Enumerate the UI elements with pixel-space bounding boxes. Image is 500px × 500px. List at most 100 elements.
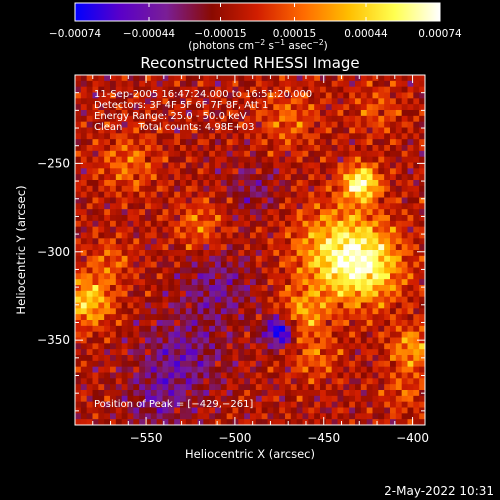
- heatmap-cell: [273, 325, 280, 333]
- heatmap-cell: [215, 320, 222, 327]
- heatmap-cell: [337, 407, 344, 414]
- heatmap-cell: [180, 384, 187, 391]
- heatmap-cell: [226, 331, 233, 338]
- heatmap-cell: [185, 115, 193, 123]
- heatmap-cell: [419, 302, 426, 309]
- heatmap-cell: [191, 302, 198, 309]
- heatmap-cell: [162, 80, 169, 88]
- heatmap-cell: [139, 98, 146, 105]
- heatmap-cell: [407, 314, 414, 321]
- heatmap-cell: [98, 115, 105, 123]
- heatmap-cell: [156, 86, 163, 93]
- heatmap-cell: [314, 110, 321, 117]
- colorbar-tick-label: 0.00074: [418, 28, 462, 40]
- heatmap-cell: [372, 285, 379, 292]
- heatmap-cell: [384, 355, 391, 362]
- heatmap-cell: [75, 127, 82, 134]
- heatmap-cell: [80, 320, 88, 327]
- heatmap-cell: [325, 209, 333, 216]
- heatmap-cell: [250, 133, 257, 140]
- heatmap-cell: [355, 267, 362, 274]
- heatmap-cell: [244, 80, 251, 88]
- heatmap-cell: [279, 413, 286, 420]
- heatmap-cell: [115, 407, 123, 414]
- heatmap-cell: [92, 413, 99, 420]
- heatmap-cell: [308, 366, 315, 373]
- heatmap-cell: [220, 75, 228, 82]
- heatmap-cell: [150, 372, 158, 379]
- heatmap-cell: [419, 325, 426, 333]
- heatmap-cell: [366, 145, 373, 152]
- heatmap-cell: [390, 296, 397, 303]
- heatmap-cell: [343, 290, 350, 298]
- heatmap-cell: [197, 407, 204, 414]
- heatmap-cell: [98, 320, 105, 327]
- heatmap-cell: [86, 337, 93, 344]
- heatmap-cell: [290, 150, 298, 158]
- heatmap-cell: [244, 290, 251, 298]
- heatmap-cell: [395, 185, 403, 193]
- heatmap-cell: [110, 232, 117, 239]
- heatmap-cell: [360, 115, 368, 123]
- heatmap-cell: [308, 290, 315, 298]
- heatmap-cell: [390, 139, 397, 146]
- heatmap-cell: [384, 384, 391, 391]
- heatmap-cell: [355, 180, 362, 187]
- heatmap-cell: [378, 168, 385, 175]
- heatmap-cell: [378, 407, 385, 414]
- heatmap-cell: [331, 209, 338, 216]
- heatmap-cell: [115, 168, 123, 175]
- heatmap-cell: [407, 390, 414, 397]
- heatmap-cell: [395, 325, 403, 333]
- heatmap-cell: [413, 86, 420, 93]
- heatmap-cell: [121, 279, 128, 286]
- heatmap-cell: [261, 296, 268, 303]
- heatmap-cell: [320, 86, 327, 93]
- heatmap-cell: [250, 145, 257, 152]
- heatmap-cell: [92, 314, 99, 321]
- heatmap-cell: [273, 250, 280, 257]
- heatmap-cell: [308, 121, 315, 128]
- heatmap-cell: [215, 86, 222, 93]
- heatmap-cell: [145, 86, 152, 93]
- heatmap-cell: [372, 349, 379, 356]
- heatmap-cell: [325, 75, 333, 82]
- heatmap-cell: [180, 372, 187, 379]
- heatmap-cell: [285, 215, 292, 222]
- heatmap-cell: [325, 314, 333, 321]
- heatmap-cell: [325, 296, 333, 303]
- heatmap-cell: [384, 308, 391, 315]
- heatmap-cell: [92, 325, 99, 333]
- heatmap-cell: [267, 244, 274, 251]
- heatmap-cell: [220, 80, 228, 88]
- heatmap-cell: [285, 220, 292, 228]
- heatmap-cell: [110, 250, 117, 257]
- heatmap-cell: [162, 308, 169, 315]
- heatmap-cell: [267, 127, 274, 134]
- heatmap-cell: [413, 261, 420, 268]
- heatmap-cell: [349, 360, 356, 368]
- heatmap-cell: [104, 343, 111, 350]
- heatmap-cell: [209, 226, 216, 233]
- heatmap-cell: [168, 98, 175, 105]
- heatmap-cell: [156, 419, 163, 426]
- heatmap-cell: [238, 296, 245, 303]
- heatmap-cell: [220, 156, 228, 163]
- heatmap-cell: [121, 267, 128, 274]
- heatmap-cell: [127, 168, 134, 175]
- heatmap-cell: [325, 267, 333, 274]
- heatmap-cell: [185, 250, 193, 257]
- heatmap-cell: [110, 384, 117, 391]
- heatmap-cell: [279, 220, 286, 228]
- heatmap-cell: [133, 314, 140, 321]
- heatmap-cell: [86, 250, 93, 257]
- heatmap-cell: [133, 133, 140, 140]
- heatmap-cell: [80, 250, 88, 257]
- heatmap-cell: [419, 80, 426, 88]
- heatmap-cell: [296, 156, 303, 163]
- heatmap-cell: [75, 92, 82, 99]
- heatmap-cell: [419, 115, 426, 123]
- heatmap-cell: [273, 121, 280, 128]
- heatmap-cell: [203, 419, 210, 426]
- heatmap-cell: [325, 92, 333, 99]
